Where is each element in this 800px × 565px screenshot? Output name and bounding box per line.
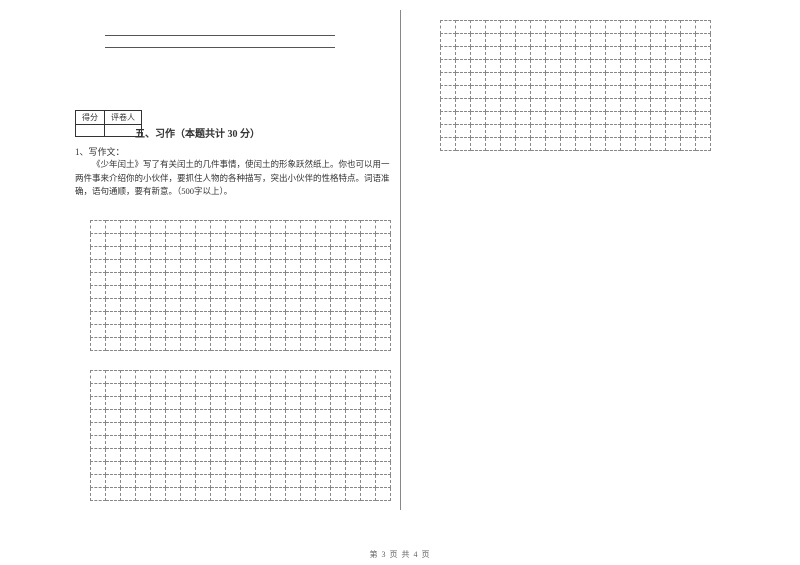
- score-table: 得分 评卷人: [75, 110, 142, 137]
- writing-grid-right: [440, 20, 711, 151]
- score-blank-1: [76, 125, 105, 137]
- writing-grid-left-2: [90, 370, 391, 501]
- score-col-grader: 评卷人: [105, 111, 142, 125]
- rule-line-1: [105, 35, 335, 36]
- section-title: 五、习作（本题共计 30 分）: [135, 125, 260, 140]
- question-number: 1、写作文：: [75, 145, 125, 158]
- page-footer: 第 3 页 共 4 页: [0, 549, 800, 560]
- score-col-score: 得分: [76, 111, 105, 125]
- rule-line-2: [105, 47, 335, 48]
- column-divider: [400, 10, 401, 510]
- question-body: 《少年闰土》写了有关闰土的几件事情，使闰土的形象跃然纸上。你也可以用一两件事来介…: [75, 158, 395, 199]
- writing-grid-left-1: [90, 220, 391, 351]
